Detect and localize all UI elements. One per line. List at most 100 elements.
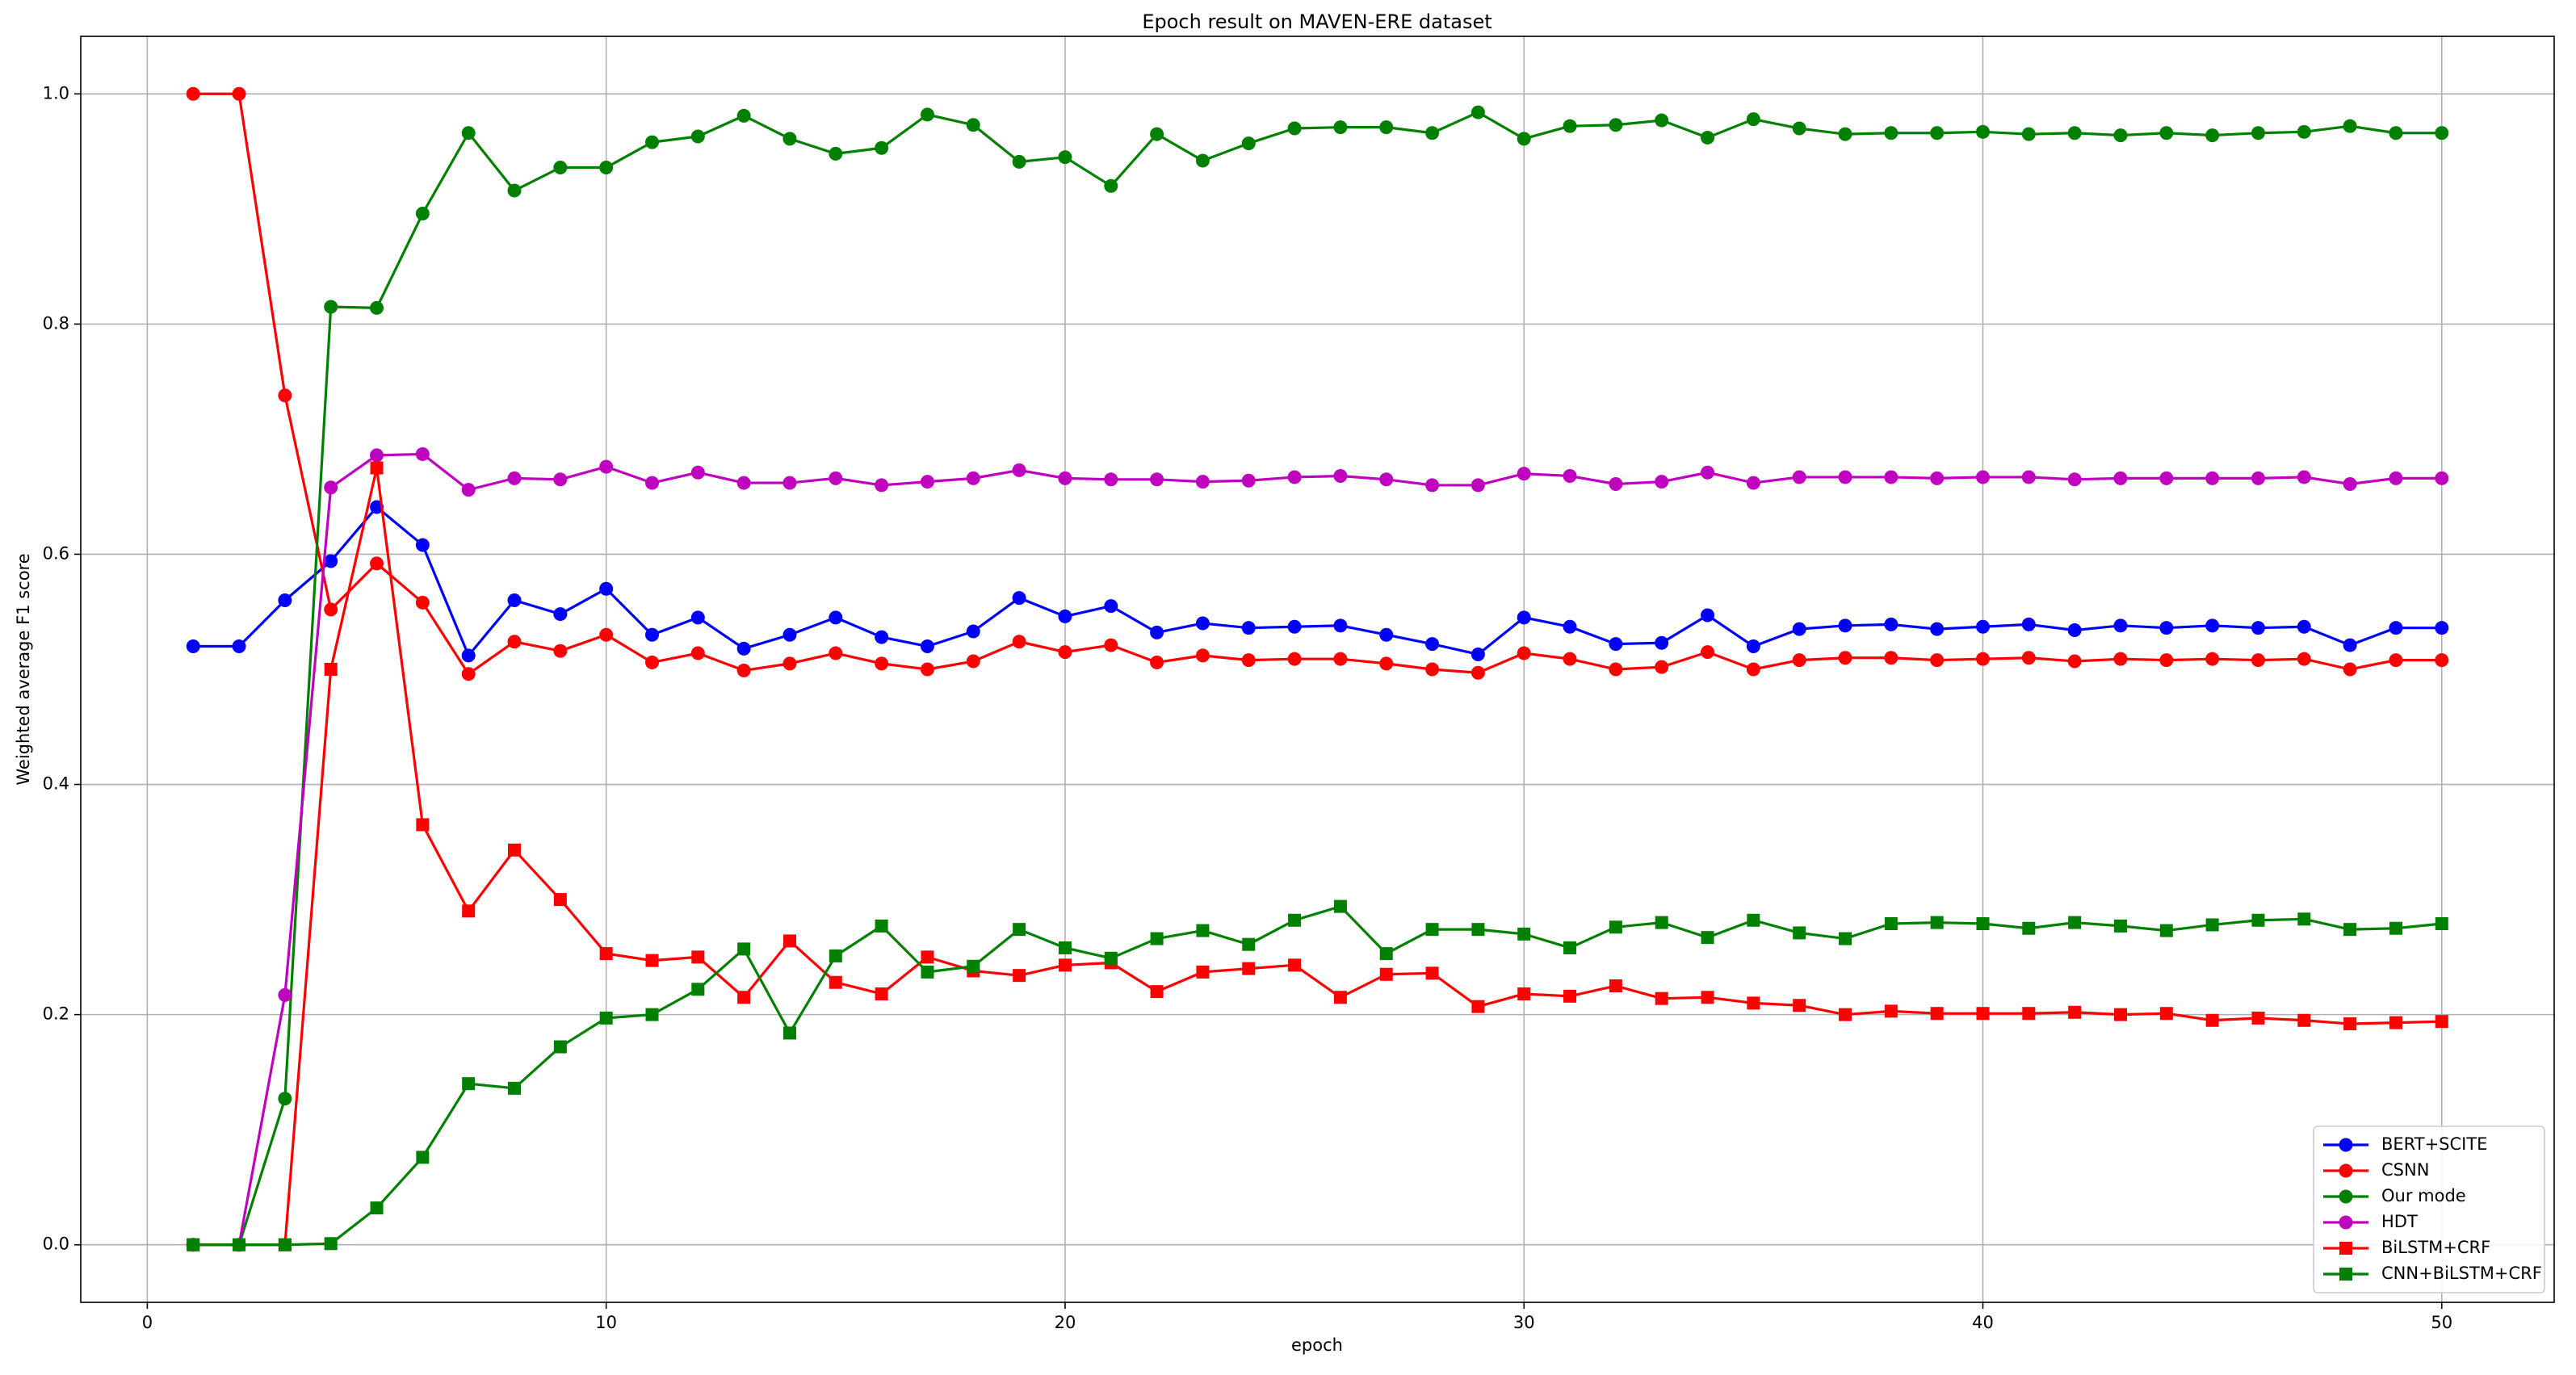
data-point: [1241, 621, 1256, 635]
data-point: [1975, 652, 1990, 666]
data-point: [232, 86, 246, 101]
data-point: [507, 471, 522, 485]
data-point: [2022, 1007, 2036, 1021]
data-point: [1012, 463, 1026, 477]
data-point: [782, 656, 797, 671]
data-point: [2343, 662, 2357, 677]
data-point: [1655, 635, 1669, 650]
data-point: [2205, 471, 2220, 485]
data-point: [1288, 913, 1302, 927]
data-point: [1425, 637, 1440, 652]
data-point: [1517, 132, 1531, 146]
data-point: [1150, 932, 1164, 945]
data-point: [1242, 937, 1256, 951]
data-point: [1563, 119, 1577, 133]
data-point: [1746, 112, 1760, 127]
data-point: [278, 1092, 292, 1106]
data-point: [1655, 113, 1669, 128]
data-point: [1104, 638, 1118, 652]
data-point: [1195, 475, 1210, 489]
legend: BERT+SCITE CSNN Our mode HDT BiLSTM+CRF CNN+B…: [2313, 1126, 2545, 1293]
data-point: [1104, 472, 1118, 487]
data-point: [2297, 124, 2311, 139]
legend-marker: [2339, 1138, 2353, 1152]
data-point: [1701, 991, 1714, 1004]
series-line: [193, 905, 2442, 1247]
data-point: [416, 818, 430, 832]
y-axis-label: Weighted average F1 score: [14, 553, 33, 785]
data-point: [1655, 991, 1668, 1005]
data-point: [1104, 951, 1118, 965]
x-tick-label: 20: [1055, 1313, 1076, 1332]
data-point: [1104, 178, 1118, 193]
legend-label: BERT+SCITE: [2381, 1134, 2487, 1154]
data-point: [508, 843, 522, 857]
data-point: [599, 627, 614, 642]
data-point: [324, 480, 338, 495]
data-point: [737, 942, 751, 956]
data-point: [1058, 645, 1072, 660]
data-point: [829, 646, 843, 660]
data-point: [1241, 653, 1256, 668]
data-point: [508, 1081, 522, 1095]
data-point: [187, 1238, 200, 1251]
data-point: [2435, 621, 2449, 635]
data-point: [415, 595, 430, 610]
data-point: [1884, 1004, 1898, 1018]
data-point: [1609, 920, 1622, 934]
data-point: [875, 987, 888, 1000]
data-point: [1792, 622, 1806, 636]
data-point: [1517, 610, 1531, 625]
data-point: [2113, 652, 2128, 666]
data-point: [1884, 126, 1898, 140]
legend-label: HDT: [2381, 1212, 2418, 1231]
data-point: [1058, 941, 1072, 954]
data-point: [461, 483, 476, 497]
data-point: [2251, 621, 2265, 635]
data-point: [1975, 124, 1990, 139]
data-point: [1655, 660, 1669, 674]
legend-label: CNN+BiLSTM+CRF: [2381, 1264, 2542, 1283]
data-point: [1150, 472, 1164, 487]
y-tick-label: 0.4: [43, 774, 69, 794]
data-point: [1746, 639, 1760, 653]
data-point: [1701, 608, 1715, 623]
data-point: [599, 161, 614, 175]
data-point: [1517, 646, 1531, 660]
data-point: [1884, 917, 1898, 931]
data-point: [1701, 465, 1715, 480]
data-point: [1563, 469, 1577, 484]
data-point: [553, 472, 568, 487]
data-point: [553, 607, 568, 622]
data-point: [829, 146, 843, 161]
data-point: [645, 476, 660, 490]
data-point: [2159, 621, 2174, 635]
data-point: [1425, 662, 1440, 677]
data-point: [1701, 130, 1715, 145]
data-point: [1792, 653, 1806, 668]
data-point: [1793, 926, 1806, 940]
data-point: [232, 639, 246, 653]
data-point: [2251, 913, 2265, 927]
legend-marker: [2339, 1215, 2353, 1230]
data-point: [736, 641, 751, 656]
data-point: [875, 656, 889, 671]
legend-marker: [2339, 1242, 2352, 1255]
data-point: [599, 1011, 613, 1025]
data-point: [736, 663, 751, 677]
data-point: [1471, 105, 1485, 119]
data-point: [1058, 471, 1072, 485]
data-point: [2068, 916, 2082, 929]
data-point: [278, 987, 292, 1002]
data-point: [1425, 478, 1440, 493]
data-point: [736, 476, 751, 490]
data-point: [1471, 478, 1485, 493]
data-point: [1930, 622, 1945, 636]
data-point: [1425, 923, 1439, 937]
data-point: [1975, 619, 1990, 634]
data-point: [2159, 126, 2174, 140]
series-line: [193, 466, 2442, 1247]
data-point: [507, 593, 522, 607]
data-point: [1012, 591, 1026, 606]
